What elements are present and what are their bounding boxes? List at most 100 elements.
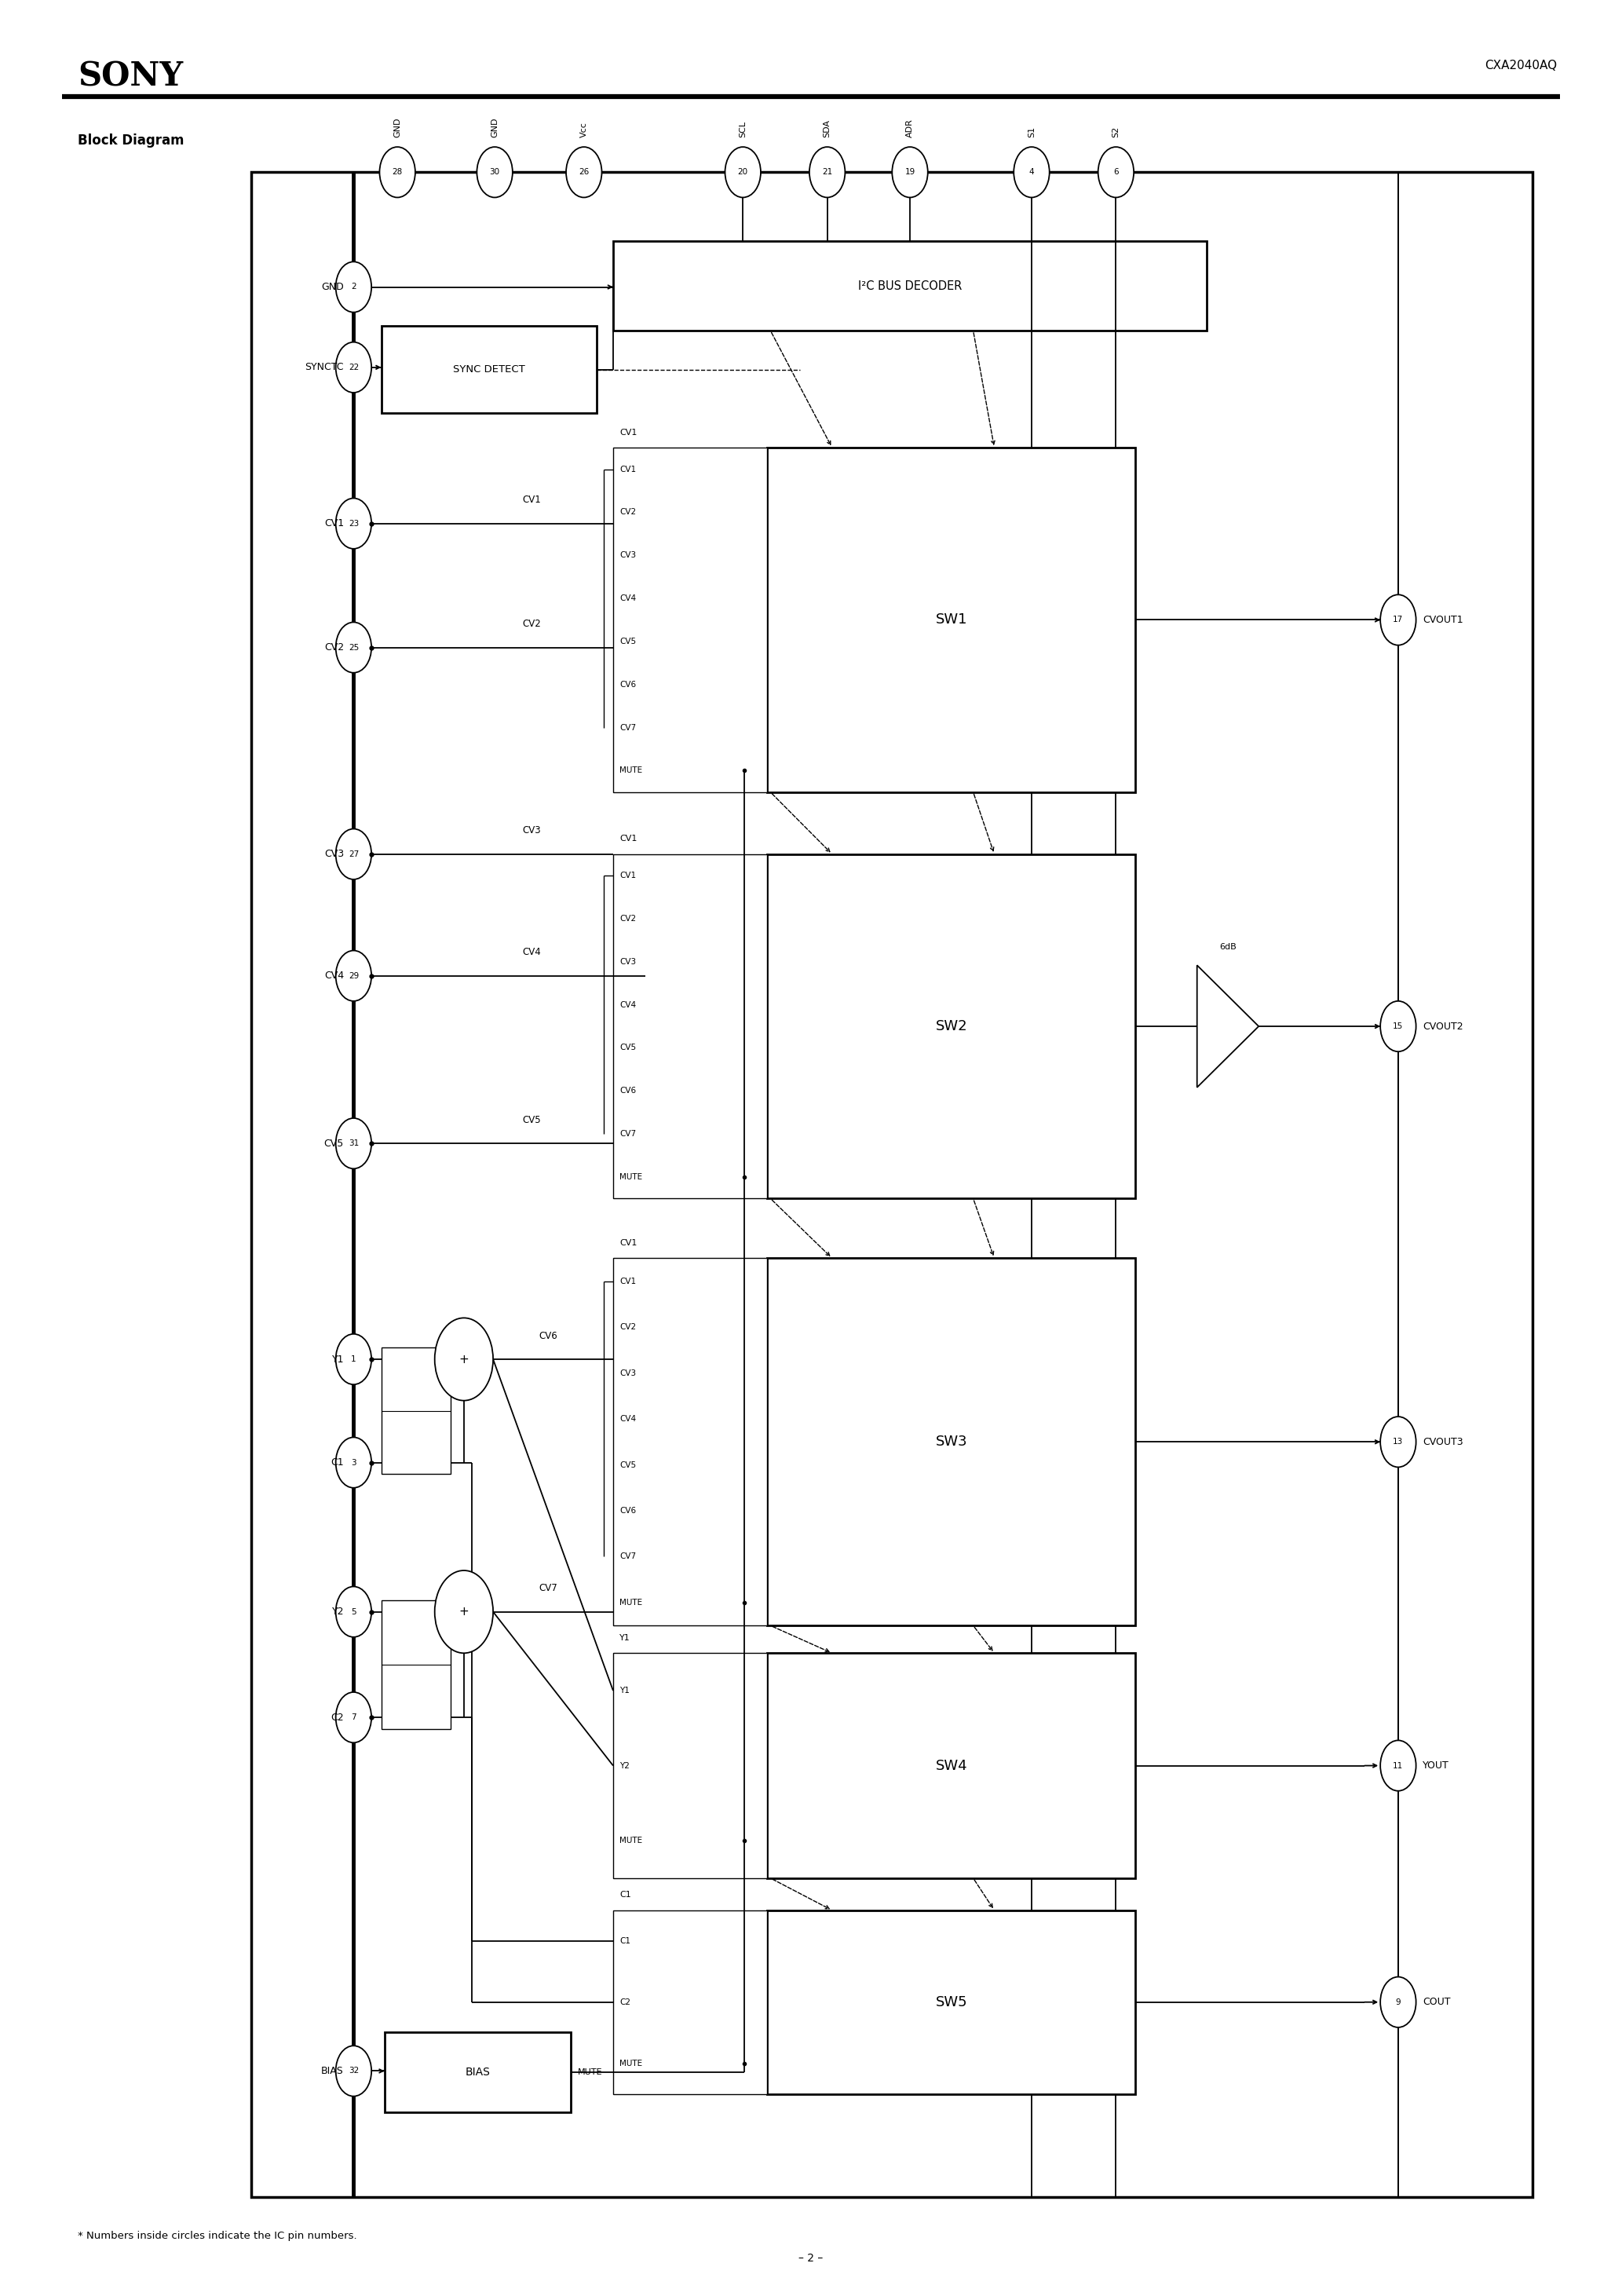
Text: 9: 9 [1395,1998,1401,2007]
Text: 21: 21 [822,168,832,177]
Text: C1: C1 [620,1892,631,1899]
Circle shape [1098,147,1134,197]
Text: I²C BUS DECODER: I²C BUS DECODER [858,280,962,292]
Text: Y1: Y1 [331,1355,344,1364]
Bar [381,1600,451,1729]
Circle shape [336,951,371,1001]
Text: CV3: CV3 [522,827,542,836]
Text: 6dB: 6dB [1220,944,1236,951]
Text: SYNC DETECT: SYNC DETECT [453,365,526,374]
Text: CV2: CV2 [620,507,636,517]
Text: SW4: SW4 [936,1759,967,1773]
Bar [767,854,1135,1199]
Text: SDA: SDA [824,119,830,138]
Text: +: + [459,1352,469,1366]
Circle shape [336,1334,371,1384]
Text: 32: 32 [349,2066,358,2076]
Text: Y2: Y2 [620,1761,629,1770]
Text: COUT: COUT [1422,1998,1450,2007]
Text: CV7: CV7 [620,1130,636,1139]
Text: MUTE: MUTE [577,2069,602,2076]
Circle shape [809,147,845,197]
Text: 30: 30 [490,168,500,177]
Text: +: + [459,1605,469,1619]
Text: 15: 15 [1393,1022,1403,1031]
Text: MUTE: MUTE [620,1837,642,1844]
Text: 2: 2 [350,282,357,292]
Bar [613,1653,767,1878]
Text: CV7: CV7 [539,1584,558,1593]
Text: CV2: CV2 [522,620,542,629]
Text: * Numbers inside circles indicate the IC pin numbers.: * Numbers inside circles indicate the IC… [78,2232,357,2241]
Text: YOUT: YOUT [1422,1761,1448,1770]
Text: CV5: CV5 [620,638,636,645]
Text: CV4: CV4 [620,1001,636,1008]
Bar [767,1653,1135,1878]
Circle shape [477,147,513,197]
Text: Y1: Y1 [620,1688,629,1694]
Bar [613,1258,767,1626]
Circle shape [336,262,371,312]
Circle shape [435,1570,493,1653]
Text: C2: C2 [331,1713,344,1722]
Text: CV3: CV3 [620,957,636,967]
Text: SONY: SONY [78,60,183,92]
Text: – 2 –: – 2 – [798,2252,824,2264]
Text: 23: 23 [349,519,358,528]
Text: CV1: CV1 [620,836,637,843]
Circle shape [336,2046,371,2096]
Text: CV1: CV1 [620,1277,636,1286]
Circle shape [380,147,415,197]
Text: CV7: CV7 [620,723,636,732]
Text: CV1: CV1 [620,466,636,473]
Text: MUTE: MUTE [620,767,642,774]
Text: CV5: CV5 [620,1460,636,1469]
Text: CV2: CV2 [324,643,344,652]
Text: 13: 13 [1393,1437,1403,1446]
Bar [251,172,1533,2197]
Bar [767,1910,1135,2094]
Text: BIAS: BIAS [321,2066,344,2076]
Text: CV1: CV1 [620,1240,637,1247]
Text: CV1: CV1 [324,519,344,528]
Text: SCL: SCL [740,122,746,138]
Text: CV3: CV3 [620,1368,636,1378]
Text: Block Diagram: Block Diagram [78,133,185,147]
Text: CV7: CV7 [620,1552,636,1561]
Text: ADR: ADR [907,119,913,138]
Text: GND: GND [321,282,344,292]
Text: C1: C1 [620,1938,631,1945]
Text: 28: 28 [393,168,402,177]
Text: CV1: CV1 [522,496,542,505]
Circle shape [1380,1977,1416,2027]
Text: 20: 20 [738,168,748,177]
Circle shape [1380,595,1416,645]
Text: CV6: CV6 [620,1506,636,1515]
Text: 22: 22 [349,363,358,372]
Bar [384,2032,571,2112]
Circle shape [336,1587,371,1637]
Text: 17: 17 [1393,615,1403,625]
Text: 27: 27 [349,850,358,859]
Circle shape [725,147,761,197]
Text: CXA2040AQ: CXA2040AQ [1484,60,1557,71]
Text: Y2: Y2 [331,1607,344,1616]
Text: CV3: CV3 [324,850,344,859]
Circle shape [336,342,371,393]
Text: MUTE: MUTE [620,2060,642,2066]
Bar [767,1258,1135,1626]
Text: 4: 4 [1028,168,1035,177]
Text: SYNCTC: SYNCTC [305,363,344,372]
Text: MUTE: MUTE [620,1598,642,1607]
Text: CV4: CV4 [522,948,542,957]
Bar [381,1348,451,1474]
Circle shape [336,622,371,673]
Text: CVOUT2: CVOUT2 [1422,1022,1463,1031]
Text: C2: C2 [620,1998,631,2007]
Circle shape [566,147,602,197]
Circle shape [435,1318,493,1401]
Text: SW1: SW1 [936,613,967,627]
Text: SW3: SW3 [936,1435,967,1449]
Text: CV5: CV5 [620,1045,636,1052]
Circle shape [336,1692,371,1743]
